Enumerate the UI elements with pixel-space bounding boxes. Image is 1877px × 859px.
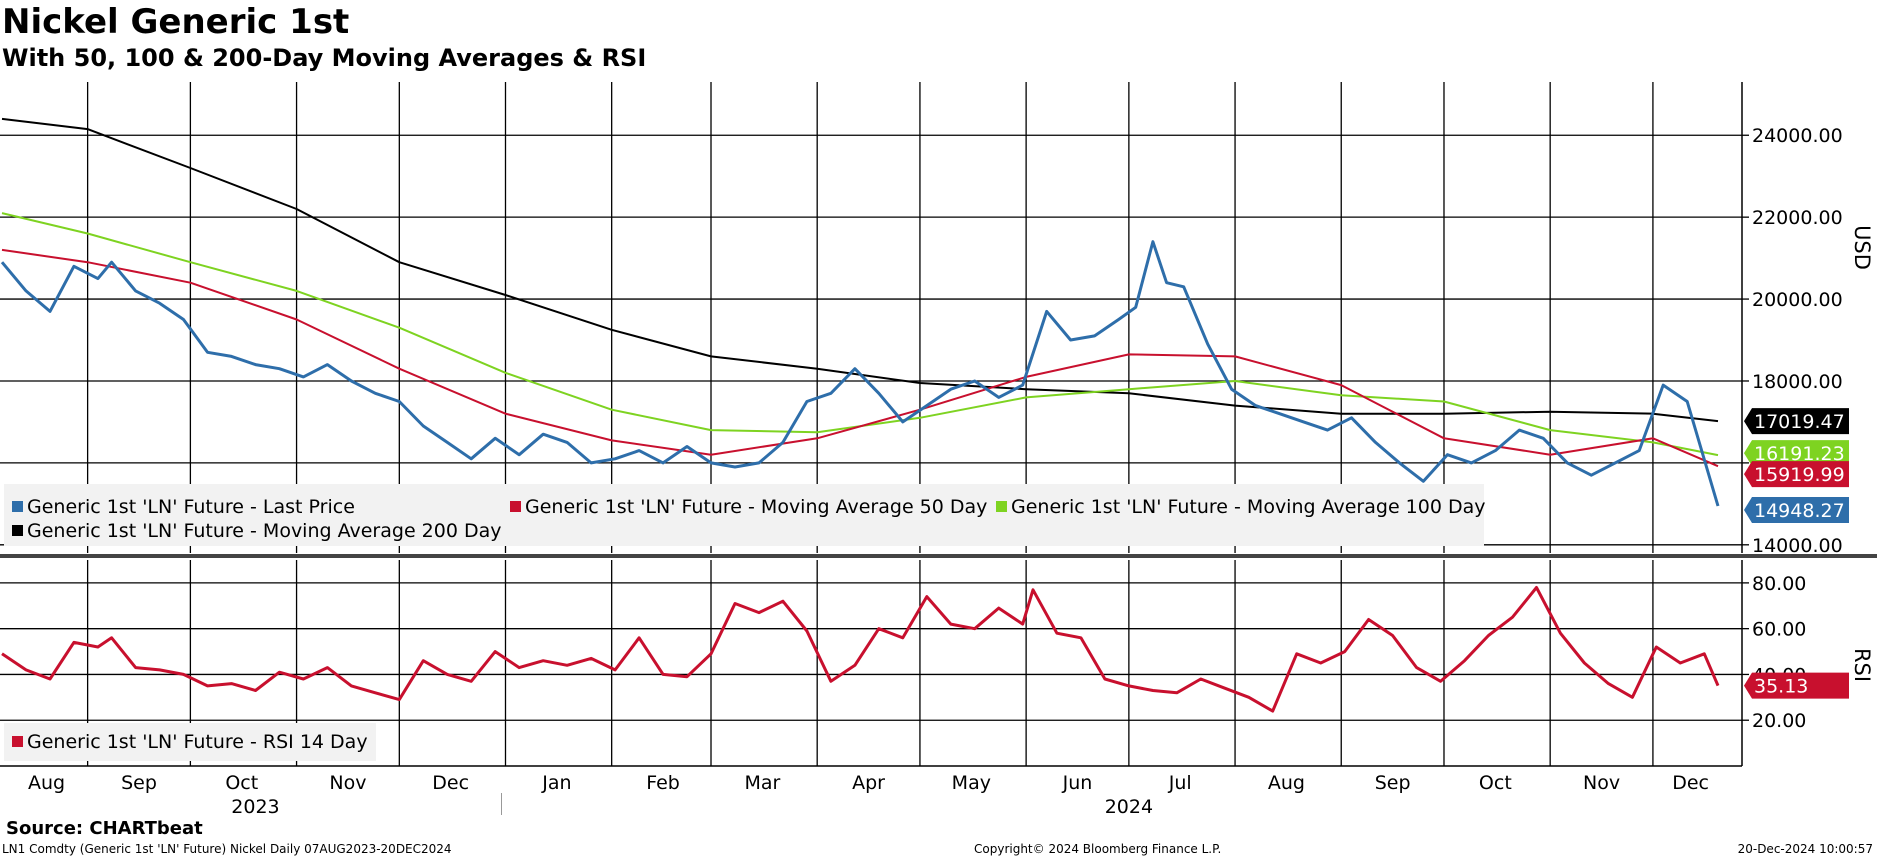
last-value-tag [1744,408,1849,435]
legend-item-ma50: Generic 1st 'LN' Future - Moving Average… [510,496,987,518]
legend-item-last-price: Generic 1st 'LN' Future - Last Price [12,496,355,518]
panel-separator [0,554,1877,558]
series-line [1,117,1719,423]
x-tick-label: Apr [852,772,885,794]
last-value-tag [1744,672,1849,699]
last-value-label: 16191.23 [1754,443,1845,465]
footer-timestamp: 20-Dec-2024 10:00:57 [1737,842,1873,856]
legend-swatch-rsi [12,736,23,747]
legend-swatch-ma100 [996,501,1007,512]
series-line [0,240,1720,507]
x-tick-label: Oct [1479,772,1512,794]
x-tick-label: Mar [744,772,780,794]
last-value-tag [1744,440,1849,467]
last-value-label: 15919.99 [1754,464,1845,486]
footer-ticker-info: LN1 Comdty (Generic 1st 'LN' Future) Nic… [2,842,452,856]
legend-label: Generic 1st 'LN' Future - Last Price [27,496,355,518]
price-legend [4,484,1484,546]
x-tick-label: Dec [432,772,469,794]
footer-copyright: Copyright© 2024 Bloomberg Finance L.P. [974,842,1222,856]
x-tick-label: Sep [1375,772,1411,794]
source-note: Source: CHARTbeat [6,818,203,839]
y-tick-label: 20.00 [1752,710,1806,732]
chart-subtitle: With 50, 100 & 200-Day Moving Averages &… [2,44,647,72]
last-value-tag [1744,496,1849,523]
x-tick-label: Jul [1168,772,1192,794]
last-value-label: 17019.47 [1754,411,1845,433]
series-lines [0,117,1720,713]
x-tick-label: Feb [646,772,680,794]
legend-label: Generic 1st 'LN' Future - Moving Average… [1011,496,1486,518]
legend-swatch-last-price [12,501,23,512]
legend-label: Generic 1st 'LN' Future - Moving Average… [525,496,988,518]
legend-item-rsi: Generic 1st 'LN' Future - RSI 14 Day [12,731,368,753]
legend-item-ma100: Generic 1st 'LN' Future - Moving Average… [996,496,1486,518]
axes: 24000.0022000.0020000.0018000.0016000.00… [0,82,1877,818]
rsi-legend [4,723,376,761]
series-line [1,212,1719,457]
year-label: 2024 [1105,796,1153,818]
x-tick-label: Nov [1583,772,1620,794]
series-line [1,586,1720,713]
legend-label: Generic 1st 'LN' Future - Moving Average… [27,520,502,542]
last-value-label: 35.13 [1754,676,1808,698]
y-tick-label: 22000.00 [1752,207,1843,229]
y-tick-label: 80.00 [1752,573,1806,595]
legend-swatch-ma200 [12,525,23,536]
legend-swatch-ma50 [510,501,521,512]
y-tick-label: 14000.00 [1752,535,1843,557]
series-line [1,248,1719,468]
price-axis-title: USD [1850,225,1874,270]
x-tick-label: Nov [329,772,366,794]
last-value-label: 14948.27 [1754,500,1845,522]
x-tick-label: Dec [1672,772,1709,794]
legend-item-ma200: Generic 1st 'LN' Future - Moving Average… [12,520,502,542]
rsi-axis-title: RSI [1850,648,1874,682]
x-tick-label: Aug [1268,772,1305,794]
x-tick-label: Oct [225,772,258,794]
last-value-tag [1744,461,1849,488]
year-label: 2023 [231,796,279,818]
y-tick-label: 60.00 [1752,619,1806,641]
y-tick-label: 24000.00 [1752,125,1843,147]
chart-title: Nickel Generic 1st [2,2,350,42]
grid-lines [0,82,1742,766]
x-tick-label: Jun [1062,772,1093,794]
legend-label: Generic 1st 'LN' Future - RSI 14 Day [27,731,368,753]
x-tick-label: Aug [28,772,65,794]
x-tick-label: May [952,772,991,794]
x-tick-label: Jan [541,772,571,794]
y-tick-label: 18000.00 [1752,371,1843,393]
y-tick-label: 20000.00 [1752,289,1843,311]
x-tick-label: Sep [121,772,157,794]
